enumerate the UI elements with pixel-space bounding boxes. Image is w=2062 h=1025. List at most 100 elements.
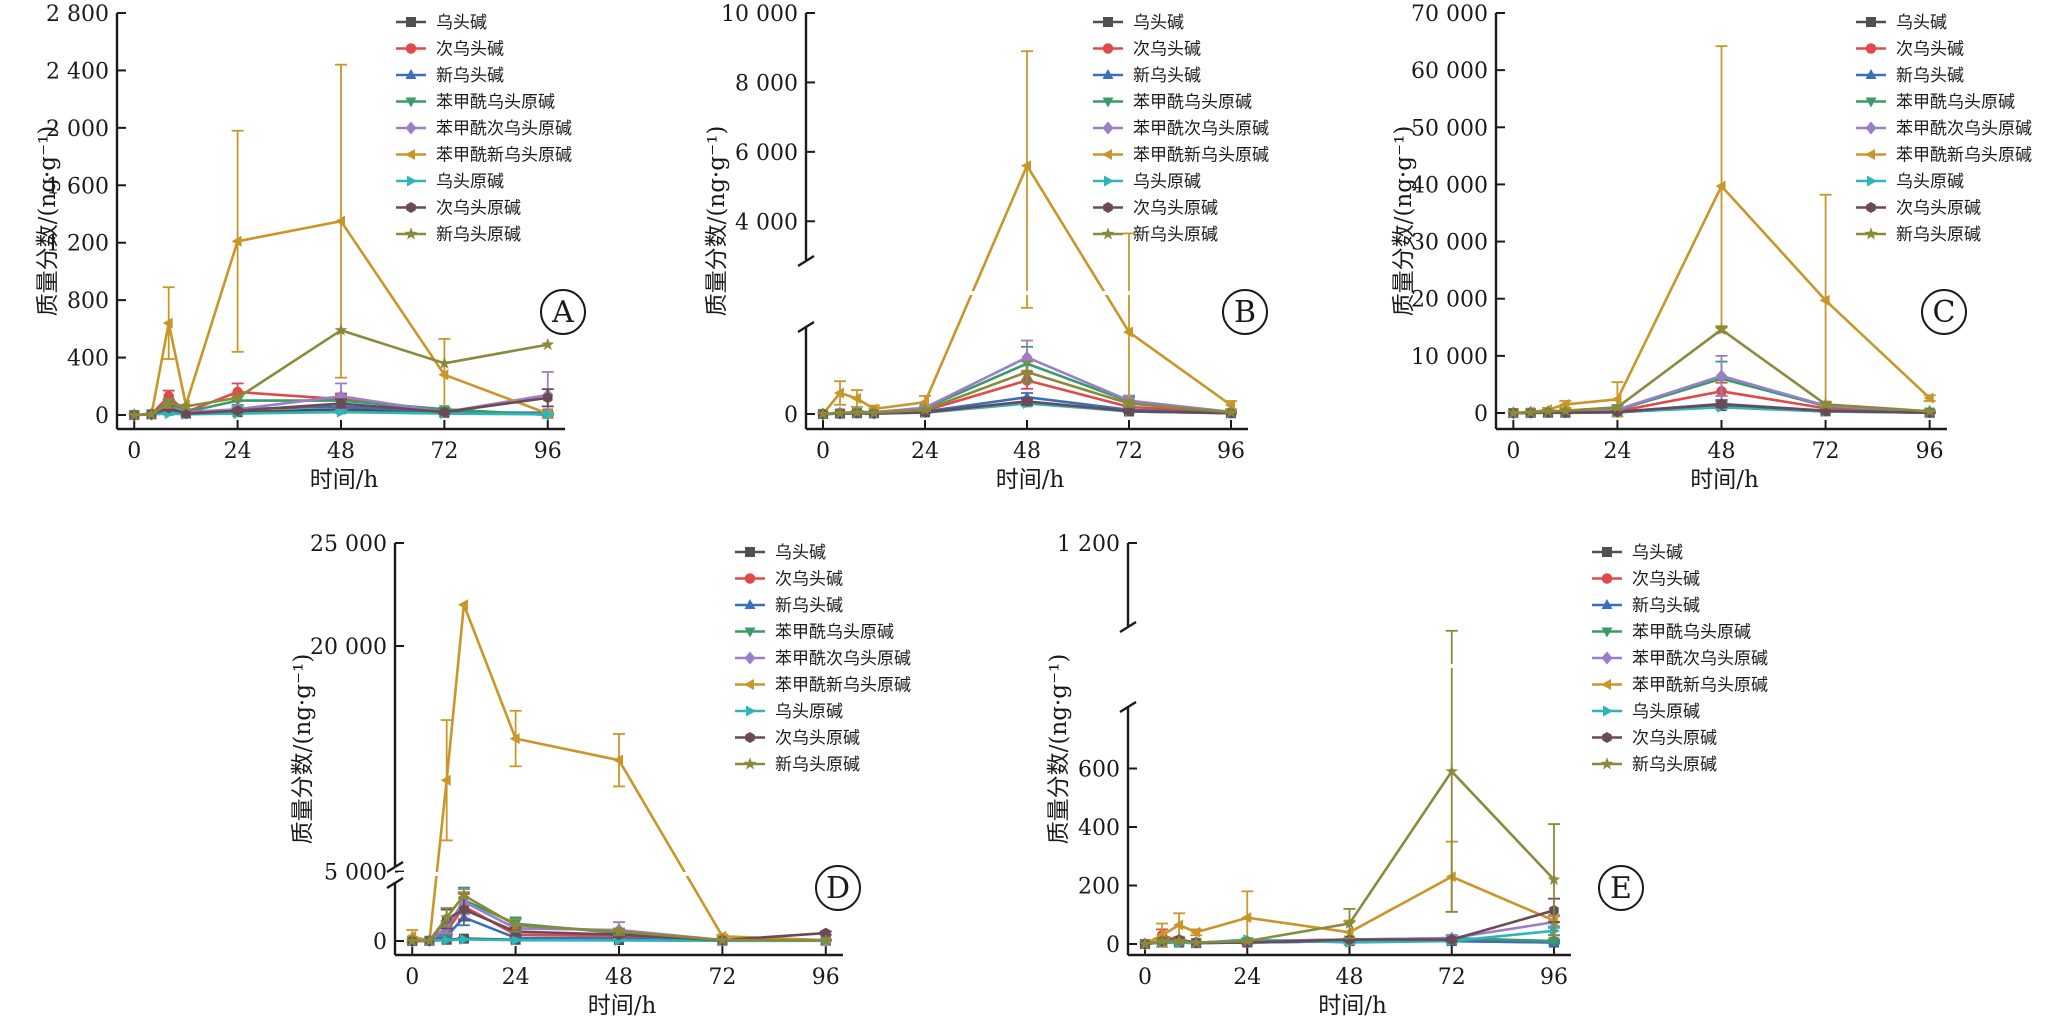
legend-label: 次乌头碱 (436, 40, 504, 60)
legend-label: 新乌头碱 (1632, 596, 1700, 616)
legend-marker (1102, 149, 1112, 160)
data-point (162, 317, 173, 329)
y-tick-label: 60 000 (1411, 59, 1488, 84)
series-8 (816, 360, 1238, 420)
x-tick-label: 72 (1812, 439, 1840, 464)
data-point (145, 407, 158, 420)
data-point (1123, 326, 1133, 338)
data-point (1189, 935, 1203, 948)
legend-marker (1867, 175, 1877, 187)
legend-marker (1865, 121, 1877, 135)
data-point (1122, 396, 1136, 409)
panel-a: 0 24 48 72 96 0 400 800 1 200 1 600 2 000 2 400 2 80… (35, 2, 586, 493)
legend-label: 新乌头碱 (436, 66, 504, 86)
legend-label: 次乌头原碱 (775, 729, 860, 749)
data-point (833, 406, 847, 419)
legend-label: 次乌头碱 (1632, 570, 1700, 590)
legend-marker (405, 97, 417, 108)
x-tick-label: 48 (327, 439, 355, 464)
data-point (438, 369, 449, 381)
legend: 乌头碱次乌头碱新乌头碱苯甲酰乌头原碱苯甲酰次乌头原碱苯甲酰新乌头原碱乌头原碱次乌… (735, 543, 911, 775)
panel-c: 0 24 48 72 96 0 10 000 20 000 30 000 40 000 50 000… (1391, 2, 2032, 493)
data-point (1819, 397, 1832, 410)
y-axis-title: 质量分数/(ng·g⁻¹) (1046, 654, 1072, 845)
legend-marker (744, 573, 756, 584)
legend-marker (745, 732, 755, 743)
data-point (1716, 369, 1727, 383)
data-point (1549, 925, 1560, 937)
y-tick-label: 0 (1106, 933, 1120, 958)
data-point (851, 392, 861, 404)
legend-marker (1865, 43, 1877, 54)
legend-label: 苯甲酰乌头原碱 (1632, 623, 1751, 643)
y-tick-label: 8 000 (735, 71, 798, 96)
data-point (1923, 392, 1934, 404)
data-point (1343, 916, 1356, 929)
legend-label: 次乌头原碱 (1632, 729, 1717, 749)
series-line (412, 894, 826, 943)
data-point (231, 391, 245, 404)
legend-label: 新乌头碱 (1133, 66, 1201, 86)
y-tick-label: 200 (1078, 875, 1120, 900)
data-point (1547, 915, 1558, 927)
data-point (1819, 294, 1830, 306)
y-tick-label: 20 000 (310, 635, 387, 660)
x-tick-label: 48 (1013, 439, 1041, 464)
y-tick-label: 40 000 (1411, 173, 1488, 198)
panel-e: 0 24 48 72 96 0 200 400 600 1 200 时间/h 质量分数/(ng·g⁻¹… (1046, 532, 1768, 1019)
data-point (405, 934, 419, 947)
x-tick-label: 24 (224, 439, 252, 464)
series-8 (1506, 322, 1937, 419)
data-point (423, 933, 436, 947)
y-tick-label: 1 600 (46, 174, 109, 199)
data-point (819, 933, 833, 946)
legend-label: 次乌头碱 (775, 570, 843, 590)
data-point (1124, 405, 1134, 417)
legend-marker (405, 69, 417, 79)
data-point (1225, 399, 1235, 411)
data-point (334, 323, 348, 336)
y-tick-label: 600 (1078, 758, 1120, 783)
panel-letter: A (551, 295, 574, 330)
legend-label: 乌头碱 (436, 13, 487, 33)
legend-marker (1601, 599, 1613, 609)
data-point (1240, 934, 1254, 947)
legend-label: 苯甲酰新乌头原碱 (436, 146, 572, 166)
legend-label: 乌头碱 (1133, 13, 1184, 33)
data-point (457, 599, 468, 611)
panel-letter-circle (815, 865, 861, 911)
data-point (541, 337, 555, 351)
y-tick-label: 20 000 (1411, 288, 1488, 313)
series-5 (406, 599, 832, 947)
data-point (1445, 764, 1459, 777)
data-point (127, 408, 141, 421)
legend-label: 乌头原碱 (1133, 172, 1201, 192)
x-axis-title: 时间/h (588, 993, 657, 1019)
series-line (134, 219, 549, 417)
data-point (459, 904, 469, 916)
y-tick-label: 70 000 (1411, 2, 1488, 27)
x-axis-title: 时间/h (1318, 993, 1387, 1019)
data-point (232, 405, 243, 417)
x-tick-label: 48 (1336, 965, 1364, 990)
y-tick-label: 0 (373, 930, 387, 955)
y-tick-label: 25 000 (310, 532, 387, 557)
legend-marker (1866, 17, 1876, 27)
x-axis-title: 时间/h (996, 467, 1065, 493)
x-tick-label: 96 (812, 965, 840, 990)
y-tick-label: 1 200 (1057, 532, 1120, 557)
x-tick-label: 24 (502, 965, 530, 990)
data-point (440, 774, 451, 786)
legend: 乌头碱次乌头碱新乌头碱苯甲酰乌头原碱苯甲酰次乌头原碱苯甲酰新乌头原碱乌头原碱次乌… (1856, 13, 2032, 245)
legend-label: 次乌头原碱 (1896, 199, 1981, 219)
y-tick-label: 5 000 (324, 861, 387, 886)
data-point (337, 406, 347, 418)
data-point (1558, 403, 1572, 417)
x-tick-label: 72 (1438, 965, 1466, 990)
x-tick-label: 0 (405, 965, 419, 990)
legend-label: 苯甲酰新乌头原碱 (1133, 146, 1269, 166)
legend-label: 苯甲酰乌头原碱 (775, 623, 894, 643)
panel-letter-circle (1921, 289, 1967, 335)
legend-label: 次乌头原碱 (436, 199, 521, 219)
data-point (715, 933, 729, 946)
